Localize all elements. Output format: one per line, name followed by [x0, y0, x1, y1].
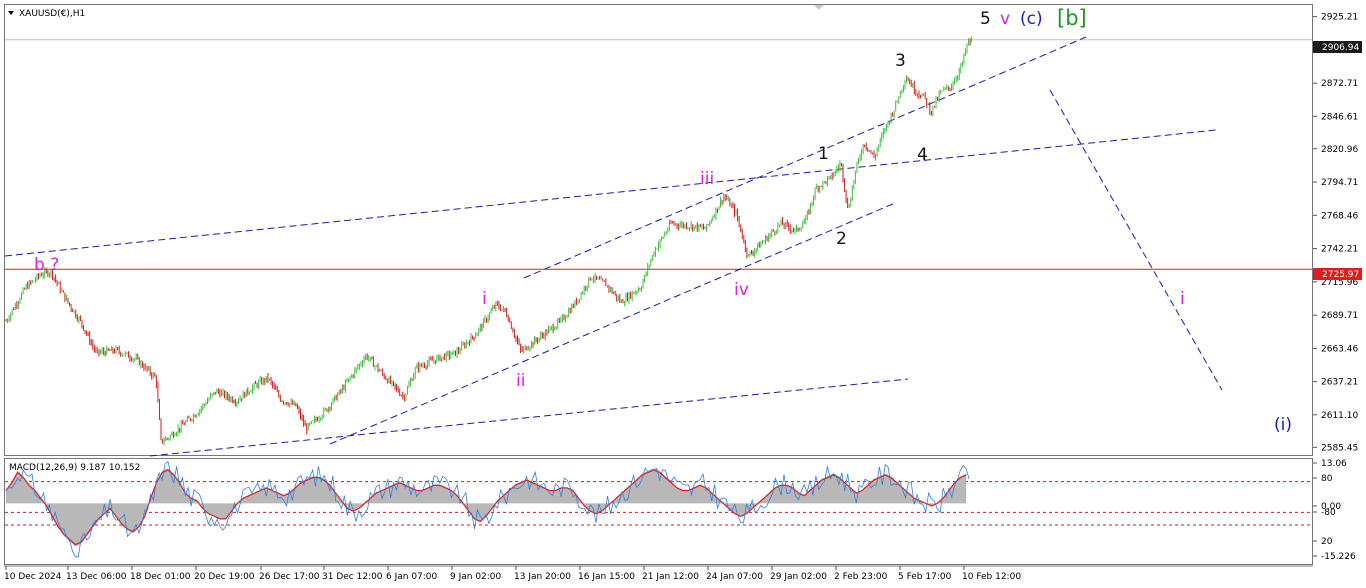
current-price-label: 2906.94 — [1322, 43, 1359, 53]
wave-label-1: 1 — [818, 144, 829, 164]
symbol-title: XAUUSD(€),H1 — [19, 9, 85, 19]
price-tick-label: 2663.46 — [1321, 344, 1358, 354]
wave-label-v: v — [1000, 9, 1010, 29]
price-tick-label: 2846.61 — [1321, 112, 1358, 122]
level-price-label: 2725.97 — [1322, 270, 1359, 280]
price-tick-label: 2715.96 — [1321, 278, 1358, 288]
level-price-tag — [1313, 268, 1362, 280]
channel-lower-impulse — [329, 202, 896, 445]
time-tick-label: 16 Jan 15:00 — [578, 572, 635, 582]
time-tick-label: 5 Feb 17:00 — [898, 572, 952, 582]
channel-lower-long — [149, 378, 909, 457]
wave-label-ii: ii — [516, 371, 525, 391]
macd-tick-label: 13.06 — [1321, 459, 1347, 469]
price-tick-label: 2689.71 — [1321, 311, 1358, 321]
channel-upper-impulse — [523, 36, 1087, 279]
time-tick-label: 6 Jan 07:00 — [386, 572, 438, 582]
time-tick-label: 9 Jan 02:00 — [450, 572, 502, 582]
main-pane-frame — [4, 4, 1313, 456]
wave-label-5: 5 — [980, 9, 991, 29]
wave-label-2: 2 — [836, 229, 847, 249]
macd-signal-line — [5, 469, 967, 546]
time-tick-label: 13 Dec 06:00 — [66, 572, 127, 582]
macd-indicator — [5, 460, 1312, 558]
projection-line — [1049, 89, 1223, 391]
time-tick-label: 18 Dec 01:00 — [130, 572, 191, 582]
wave-label-c: (c) — [1020, 9, 1043, 29]
wave-label-i-future: i — [1180, 289, 1185, 309]
time-tick-label: 13 Jan 20:00 — [514, 572, 571, 582]
time-tick-label: 31 Dec 12:00 — [322, 572, 383, 582]
price-tick-label: 2585.45 — [1321, 443, 1358, 453]
wave-label-i: i — [482, 289, 487, 309]
macd-tick-label: 0.00 — [1321, 502, 1341, 512]
wave-label-b: b ? — [34, 255, 59, 275]
time-tick-label: 2 Feb 23:00 — [834, 572, 888, 582]
dropdown-arrow-icon[interactable] — [8, 11, 14, 15]
price-tick-label: 2637.21 — [1321, 378, 1358, 388]
candles — [5, 36, 973, 446]
price-tick-label: 2820.96 — [1321, 145, 1358, 155]
price-tick-label: 2742.21 — [1321, 245, 1358, 255]
wave-label-iii: iii — [700, 169, 714, 189]
channel-upper-long — [4, 129, 1217, 257]
macd-tick-label: 20 — [1321, 537, 1333, 547]
macd-pane-frame — [4, 458, 1313, 565]
wave-label-4: 4 — [917, 145, 928, 165]
price-tick-label: 2611.10 — [1321, 411, 1358, 421]
current-price-tag — [1313, 41, 1362, 53]
trend-channel-lines — [4, 36, 1223, 457]
time-tick-label: 10 Feb 12:00 — [962, 572, 1021, 582]
macd-tick-label: -80 — [1321, 508, 1336, 518]
time-axis[interactable]: 10 Dec 2024 13 Dec 06:00 18 Dec 01:00 20 De… — [4, 566, 1021, 582]
macd-tick-label: -15.226 — [1321, 552, 1356, 562]
macd-line — [5, 460, 970, 558]
time-tick-label: 21 Jan 12:00 — [642, 572, 699, 582]
macd-histogram — [6, 468, 967, 547]
wave-label-b-bracket: [b] — [1057, 6, 1087, 30]
price-axis[interactable]: 2925.212898.962872.712846.612820.962794.… — [1313, 13, 1358, 454]
price-tick-label: 2794.71 — [1321, 178, 1358, 188]
wave-label-i-paren: (i) — [1274, 415, 1292, 435]
macd-tick-label: 80 — [1321, 474, 1333, 484]
wave-label-iv: iv — [734, 280, 749, 300]
wave-label-3: 3 — [895, 51, 906, 71]
time-tick-label: 10 Dec 2024 — [4, 572, 62, 582]
price-tick-label: 2925.21 — [1321, 13, 1358, 23]
time-tick-label: 24 Jan 07:00 — [706, 572, 763, 582]
chart-shift-marker-icon[interactable] — [814, 5, 824, 10]
time-tick-label: 20 Dec 19:00 — [194, 572, 255, 582]
price-tick-label: 2872.71 — [1321, 79, 1358, 89]
time-tick-label: 26 Dec 17:00 — [259, 572, 320, 582]
price-tick-label: 2768.46 — [1321, 211, 1358, 221]
macd-label: MACD(12,26,9) 9.187 10.152 — [9, 463, 140, 473]
macd-axis: 13.06 80 0.00-80 20 -15.226 — [1313, 459, 1356, 562]
time-tick-label: 29 Jan 02:00 — [770, 572, 827, 582]
